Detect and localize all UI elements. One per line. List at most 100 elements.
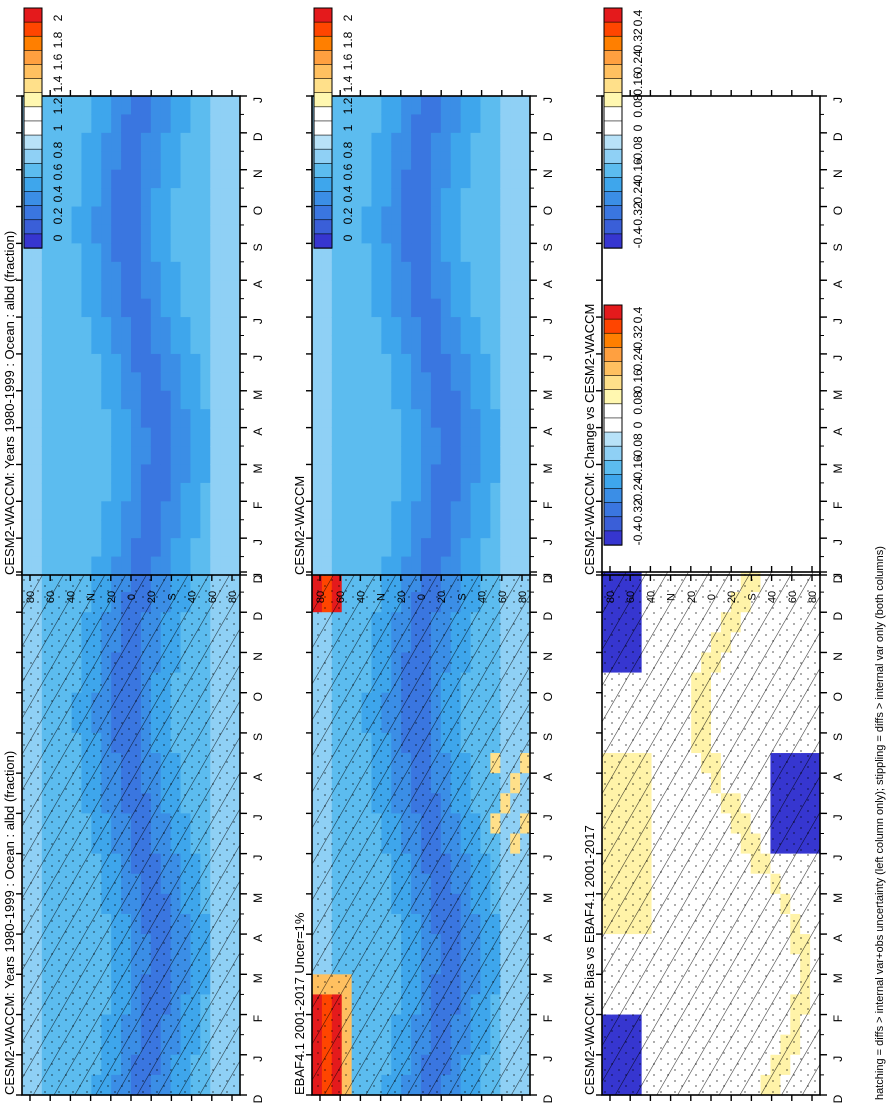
field-cell	[331, 501, 343, 521]
field-cell	[170, 169, 182, 189]
field-cell	[391, 132, 402, 152]
month-tick-label: N	[541, 169, 555, 178]
field-cell	[520, 409, 531, 429]
field-cell	[470, 556, 482, 576]
month-tick-label: D	[541, 574, 555, 583]
field-cell	[321, 372, 333, 392]
field-cell	[371, 482, 382, 502]
field-cell	[51, 151, 63, 171]
field-cell	[150, 151, 162, 171]
field-cell	[450, 409, 462, 429]
field-cell	[170, 151, 182, 171]
field-cell	[450, 243, 462, 263]
field-cell	[351, 501, 363, 521]
month-tick-label: O	[251, 206, 265, 215]
field-cell	[500, 132, 511, 152]
field-cell	[490, 335, 501, 355]
field-cell	[101, 132, 112, 152]
field-cell	[210, 114, 221, 134]
colorbar-swatch	[603, 459, 623, 476]
field-cell	[371, 206, 382, 226]
field-cell	[500, 519, 511, 539]
field-cell	[381, 224, 392, 244]
field-cell	[361, 427, 373, 447]
field-cell	[430, 464, 442, 484]
field-cell	[91, 317, 102, 337]
field-cell	[131, 206, 142, 226]
field-cell	[111, 298, 122, 318]
field-cell	[71, 206, 83, 226]
field-cell	[71, 132, 83, 152]
field-cell	[411, 501, 422, 521]
field-cell	[131, 501, 142, 521]
field-cell	[520, 446, 531, 466]
field-cell	[101, 482, 112, 502]
field-cell	[81, 132, 92, 152]
field-cell	[510, 132, 521, 152]
field-cell	[210, 132, 221, 152]
field-cell	[391, 298, 402, 318]
field-cell	[510, 169, 521, 189]
field-cell	[341, 538, 353, 558]
field-cell	[101, 114, 112, 134]
field-cell	[411, 169, 422, 189]
field-cell	[41, 427, 53, 447]
field-cell	[61, 538, 73, 558]
field-cell	[381, 188, 392, 208]
colorbar-label: -0.16	[631, 158, 645, 186]
field-cell	[210, 224, 221, 244]
field-cell	[500, 482, 511, 502]
field-cell	[51, 409, 63, 429]
field-cell	[230, 372, 241, 392]
field-cell	[450, 501, 462, 521]
colorbar-swatch	[603, 205, 623, 221]
field-cell	[91, 464, 102, 484]
field-cell	[150, 132, 162, 152]
field-cell	[170, 464, 182, 484]
field-cell	[440, 298, 452, 318]
colorbar-label: 0	[631, 124, 645, 131]
field-cell	[22, 538, 33, 558]
field-cell	[361, 96, 373, 116]
lat-tick-label: 0	[706, 594, 718, 600]
field-cell	[91, 372, 102, 392]
field-cell	[41, 409, 53, 429]
field-cell	[121, 96, 132, 116]
colorbar-swatch	[313, 205, 333, 221]
field-cell	[170, 372, 182, 392]
field-cell	[230, 169, 241, 189]
colorbar-swatch	[23, 106, 43, 122]
field-cell	[371, 446, 382, 466]
lat-tick-label: 80	[605, 591, 617, 603]
field-cell	[490, 243, 501, 263]
field-cell	[312, 261, 323, 281]
field-cell	[351, 96, 363, 116]
colorbar-swatch	[23, 7, 43, 23]
colorbar-label: 0.2	[51, 207, 65, 224]
field-cell	[520, 317, 531, 337]
field-cell	[500, 353, 511, 373]
field-cell	[331, 298, 343, 318]
month-tick-label: J	[541, 355, 555, 361]
month-tick-label: M	[251, 390, 265, 400]
field-cell	[361, 298, 373, 318]
field-cell	[510, 224, 521, 244]
field-cell	[170, 335, 182, 355]
field-cell	[421, 206, 432, 226]
field-cell	[470, 151, 482, 171]
field-cell	[131, 409, 142, 429]
field-cell	[480, 188, 491, 208]
field-cell	[460, 519, 472, 539]
field-cell	[31, 261, 43, 281]
field-cell	[140, 169, 152, 189]
field-cell	[470, 224, 482, 244]
field-cell	[210, 335, 221, 355]
field-cell	[22, 390, 33, 410]
field-cell	[140, 298, 152, 318]
field-cell	[490, 427, 501, 447]
field-cell	[31, 538, 43, 558]
field-cell	[480, 464, 491, 484]
field-cell	[361, 151, 373, 171]
field-cell	[391, 519, 402, 539]
field-cell	[440, 188, 452, 208]
